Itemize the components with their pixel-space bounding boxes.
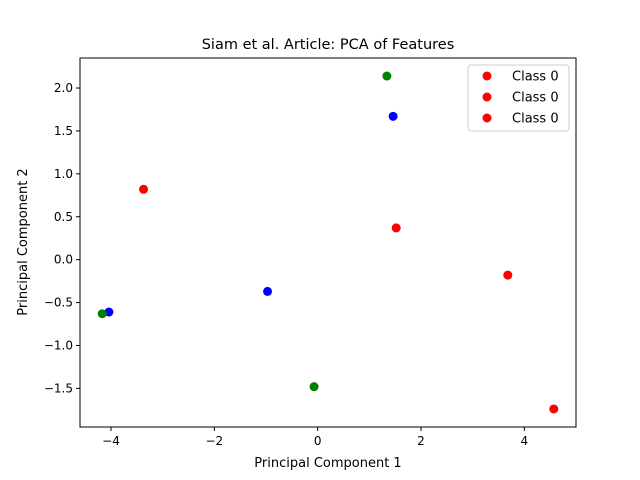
legend: Class 0 Class 0 Class 0 <box>467 64 570 132</box>
y-tick-label: −1.5 <box>44 381 73 395</box>
x-tick-label: −4 <box>102 434 120 448</box>
legend-marker <box>482 92 492 102</box>
y-tick-label: 0.0 <box>54 253 73 267</box>
data-point <box>388 111 398 121</box>
y-tick-label: 0.5 <box>54 210 73 224</box>
x-tick-label: 4 <box>521 434 529 448</box>
legend-marker <box>482 113 492 123</box>
legend-box <box>467 64 570 132</box>
data-point <box>139 184 149 194</box>
data-point <box>549 404 559 414</box>
data-point <box>503 270 513 280</box>
legend-marker <box>482 71 492 81</box>
y-tick-label: −1.0 <box>44 338 73 352</box>
legend-label: Class 0 <box>512 70 559 85</box>
axes <box>79 57 577 428</box>
data-point <box>382 71 392 81</box>
data-point <box>309 382 319 392</box>
ticks: −4 −2 0 2 4 −1.5 −1.0 −0.5 0.0 0.5 1.0 1.5 2.0 <box>44 81 528 448</box>
y-tick-label: 1.0 <box>54 167 73 181</box>
y-tick-label: −0.5 <box>44 296 73 310</box>
data-points <box>97 71 559 414</box>
legend-label: Class 0 <box>512 112 559 127</box>
x-tick-label: −2 <box>205 434 223 448</box>
x-axis-label: Principal Component 1 <box>254 456 401 471</box>
data-point <box>263 286 273 296</box>
y-tick-label: 2.0 <box>54 81 73 95</box>
data-point <box>391 223 401 233</box>
data-point <box>97 309 107 319</box>
y-axis-label: Principal Component 2 <box>16 168 31 315</box>
axes-frame <box>79 57 577 428</box>
legend-label: Class 0 <box>512 91 559 106</box>
chart-title: Siam et al. Article: PCA of Features <box>202 37 455 53</box>
y-tick-label: 1.5 <box>54 124 73 138</box>
x-tick-label: 2 <box>417 434 425 448</box>
x-tick-label: 0 <box>314 434 322 448</box>
